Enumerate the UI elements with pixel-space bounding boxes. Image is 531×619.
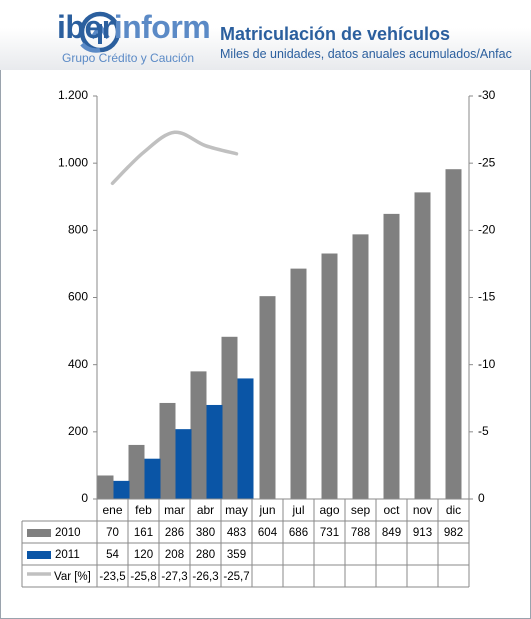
table-cell: 120	[134, 549, 153, 561]
category-label: mar	[164, 503, 185, 517]
bar-2010	[352, 234, 369, 499]
y-tick-label-right: -15	[478, 290, 496, 304]
chart-subtitle: Miles de unidades, datos anuales acumula…	[220, 47, 512, 61]
category-label: nov	[413, 503, 432, 517]
bar-2010	[383, 213, 400, 499]
y-tick-label-left: 1.000	[58, 155, 88, 169]
brand-tagline: Grupo Crédito y Caución	[62, 51, 195, 65]
y-tick-label-left: 800	[68, 223, 88, 237]
legend-label-var: Var [%]	[54, 571, 91, 583]
table-cell: 54	[106, 549, 119, 561]
chart-area: 0 200 400 600 800 1.000 1.200 0 -5 -10 -15 -20 -25 -3…	[21, 88, 496, 588]
table-cell: 913	[413, 527, 432, 539]
legend-label-2011: 2011	[55, 549, 80, 561]
table-cell: 483	[227, 527, 246, 539]
y-tick-label-right: -25	[478, 155, 496, 169]
y-tick-label-left: 400	[68, 357, 88, 371]
table-cell: 70	[106, 527, 119, 539]
bar-2011	[144, 458, 161, 499]
table-cell: 686	[289, 527, 308, 539]
bar-2010	[221, 336, 238, 499]
bar-2010	[259, 296, 276, 499]
legend-key-2010	[27, 529, 51, 537]
table-cell: 604	[258, 527, 278, 539]
y-tick-label-right: -5	[478, 424, 489, 438]
table-cell: 788	[351, 527, 370, 539]
table-cell: 982	[444, 527, 463, 539]
category-label: abr	[197, 503, 214, 517]
bar-2010	[190, 371, 207, 499]
bar-2010	[128, 444, 145, 499]
header: iberinform Grupo Crédito y Caución Matri…	[0, 0, 531, 70]
y-tick-label-right: 0	[478, 491, 485, 505]
bar-2010	[159, 402, 176, 499]
table-cell: 359	[227, 549, 246, 561]
bar-2011	[175, 429, 192, 499]
category-label: sep	[351, 503, 371, 517]
y-tick-label-left: 1.200	[58, 88, 88, 102]
bar-2010	[97, 475, 114, 499]
y-tick-label-right: -30	[478, 88, 496, 102]
table-cell: 849	[382, 527, 401, 539]
table-cell: -26,3	[192, 571, 218, 583]
bar-2010	[445, 169, 462, 499]
table-cell: 280	[196, 549, 215, 561]
bar-2010	[321, 253, 338, 499]
bar-2011	[237, 378, 254, 499]
y-tick-label-left: 600	[68, 290, 88, 304]
table-cell: 731	[320, 527, 339, 539]
category-label: dic	[446, 503, 461, 517]
category-label: jun	[258, 503, 275, 517]
table-cell: 208	[165, 549, 184, 561]
y-tick-label-left: 200	[68, 424, 88, 438]
brand-name: iberinform	[57, 9, 211, 45]
y-tick-label-right: -10	[478, 357, 496, 371]
category-label: oct	[383, 503, 400, 517]
chart-title: Matriculación de vehículos	[220, 24, 451, 44]
line-Var [%]	[110, 130, 239, 186]
y-tick-label-right: -20	[478, 223, 496, 237]
y-tick-label-left: 0	[81, 491, 88, 505]
bar-2011	[206, 404, 223, 499]
bar-2011	[113, 480, 130, 499]
category-label: feb	[135, 503, 152, 517]
category-label: may	[225, 503, 248, 517]
table-cell: -25,7	[223, 571, 249, 583]
table-cell: -27,3	[161, 571, 187, 583]
legend-key-2011	[27, 551, 51, 559]
bar-2010	[290, 268, 307, 499]
bar-2010	[414, 192, 431, 499]
table-cell: -25,8	[130, 571, 156, 583]
iberinform-logo-icon	[79, 11, 121, 53]
table-cell: -23,5	[99, 571, 125, 583]
category-label: ene	[102, 503, 122, 517]
legend-label-2010: 2010	[55, 527, 81, 539]
category-label: jul	[291, 503, 304, 517]
table-cell: 161	[134, 527, 153, 539]
table-cell: 380	[196, 527, 215, 539]
table-cell: 286	[165, 527, 184, 539]
category-label: ago	[319, 503, 339, 517]
